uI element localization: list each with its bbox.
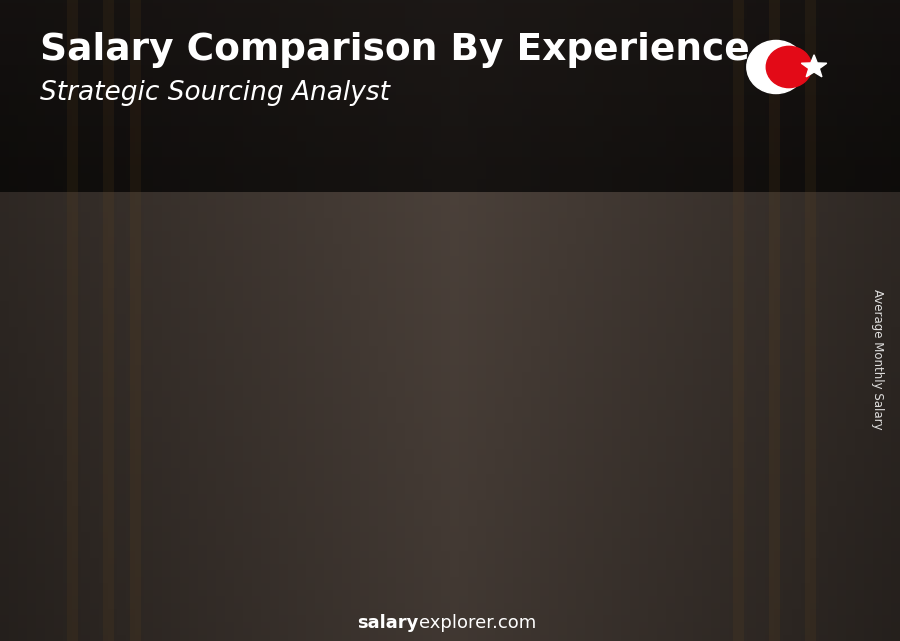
FancyBboxPatch shape: [279, 396, 287, 558]
Polygon shape: [801, 55, 827, 77]
FancyBboxPatch shape: [346, 345, 411, 351]
Bar: [595, 280, 660, 558]
Text: Strategic Sourcing Analyst: Strategic Sourcing Analyst: [40, 80, 391, 106]
Bar: [471, 306, 536, 558]
Text: 10,500 TRY: 10,500 TRY: [327, 315, 431, 333]
FancyArrowPatch shape: [148, 378, 243, 423]
FancyBboxPatch shape: [98, 429, 163, 433]
Bar: [98, 429, 163, 558]
Text: +26%: +26%: [154, 319, 230, 343]
Bar: [719, 262, 784, 558]
FancyArrowPatch shape: [396, 295, 490, 338]
Circle shape: [766, 46, 812, 88]
FancyBboxPatch shape: [719, 262, 784, 271]
FancyArrowPatch shape: [645, 247, 740, 274]
Bar: [346, 345, 411, 558]
Text: 14,600 TRY: 14,600 TRY: [699, 236, 805, 254]
Text: 13,700 TRY: 13,700 TRY: [575, 253, 680, 271]
Text: 7,980 TRY: 7,980 TRY: [208, 364, 302, 382]
FancyArrowPatch shape: [521, 267, 616, 301]
FancyBboxPatch shape: [471, 306, 536, 314]
Text: +32%: +32%: [279, 267, 355, 290]
FancyArrowPatch shape: [272, 333, 366, 390]
Text: Average Monthly Salary: Average Monthly Salary: [871, 288, 884, 429]
FancyBboxPatch shape: [527, 306, 536, 558]
Circle shape: [747, 40, 806, 94]
FancyBboxPatch shape: [777, 262, 784, 558]
FancyBboxPatch shape: [595, 280, 660, 288]
FancyBboxPatch shape: [403, 345, 411, 558]
FancyBboxPatch shape: [222, 396, 287, 401]
Text: +11%: +11%: [527, 194, 603, 217]
Text: 12,400 TRY: 12,400 TRY: [451, 279, 556, 297]
Text: salary: salary: [357, 614, 418, 632]
Text: explorer.com: explorer.com: [418, 614, 536, 632]
Text: 6,320 TRY: 6,320 TRY: [0, 472, 92, 490]
FancyBboxPatch shape: [155, 429, 163, 558]
FancyBboxPatch shape: [652, 280, 660, 558]
Bar: [222, 396, 287, 558]
Text: +18%: +18%: [403, 222, 479, 246]
Text: Salary Comparison By Experience: Salary Comparison By Experience: [40, 32, 751, 68]
Text: +6%: +6%: [660, 181, 719, 206]
